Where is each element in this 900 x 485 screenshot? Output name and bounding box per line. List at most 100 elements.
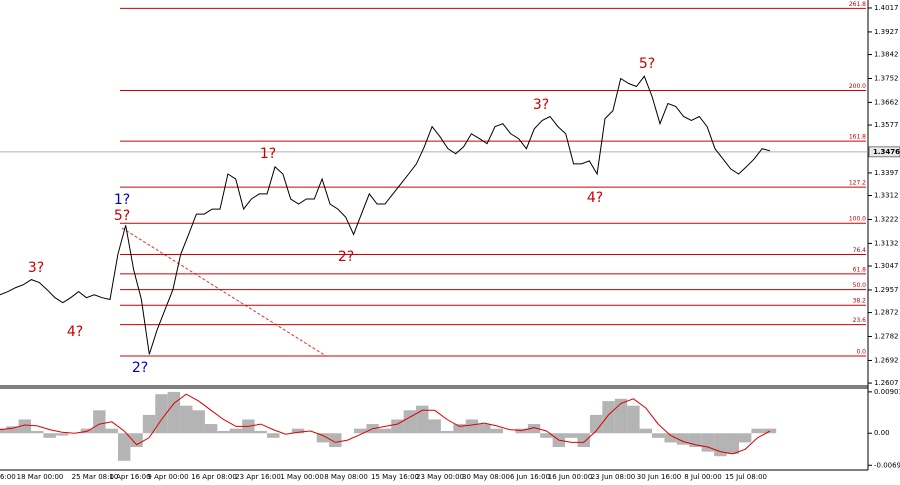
- last-price-box: [868, 146, 900, 158]
- y-tick-label: 0.00: [874, 429, 890, 437]
- y-tick-label: 1.3132: [874, 239, 899, 247]
- x-tick-label: 16 Jun 00:00: [548, 473, 592, 481]
- histogram-bar: [627, 405, 640, 434]
- x-tick-label: 23 Jun 08:00: [591, 473, 635, 481]
- histogram-bar: [18, 419, 32, 434]
- histogram-bar: [614, 398, 628, 434]
- histogram-bar: [353, 428, 367, 434]
- signal-line: [0, 393, 771, 455]
- histogram-bar: [453, 424, 466, 434]
- x-tick-label: 1 Apr 16:00: [109, 473, 150, 481]
- x-tick-label: 25 Mar 08:00: [72, 473, 119, 481]
- x-tick-label: 6:00: [0, 473, 16, 481]
- y-tick-label: 1.3662: [874, 98, 899, 106]
- histogram-bar: [378, 428, 392, 434]
- histogram-bar: [142, 414, 156, 434]
- x-tick-label: 9 Apr 00:00: [147, 473, 188, 481]
- x-tick-label: 8 May 08:00: [324, 473, 368, 481]
- histogram-bar: [565, 433, 578, 438]
- x-tick-label: 30 May 08:00: [462, 473, 510, 481]
- histogram-bar: [440, 430, 454, 434]
- histogram-bar: [105, 428, 118, 434]
- histogram-bar: [652, 433, 665, 438]
- histogram-bar: [291, 428, 305, 434]
- x-tick-label: 16 Apr 08:00: [191, 473, 237, 481]
- histogram-bar: [254, 430, 268, 434]
- price-line: [0, 75, 771, 355]
- histogram-bar: [751, 428, 764, 434]
- wave-label: 1?: [114, 192, 130, 208]
- fib-label: 38.2: [853, 298, 867, 305]
- wave-label: 3?: [533, 97, 549, 113]
- x-tick-label: 30 Jun 16:00: [637, 473, 681, 481]
- histogram-bar: [763, 428, 777, 434]
- histogram-bar: [403, 410, 417, 434]
- histogram-bar: [428, 419, 441, 434]
- y-tick-label: 1.3577: [874, 121, 899, 129]
- fib-label: 23.6: [853, 317, 867, 324]
- histogram-bar: [204, 424, 218, 434]
- histogram-bar: [527, 424, 541, 434]
- x-tick-label: 23 May 00:00: [416, 473, 464, 481]
- histogram-bar: [43, 433, 56, 438]
- y-tick-label: 1.2692: [874, 356, 899, 364]
- wave-label: 2?: [132, 360, 148, 376]
- x-tick-label: 6 Jun 16:00: [510, 473, 550, 481]
- fib-label: 61.8: [853, 266, 867, 273]
- histogram-bar: [180, 405, 193, 434]
- histogram-bar: [726, 433, 739, 454]
- wave-label: 3?: [28, 260, 44, 276]
- wave-label: 2?: [338, 249, 354, 265]
- histogram-bar: [577, 433, 590, 448]
- wave-label: 4?: [587, 190, 603, 206]
- histogram-bar: [602, 401, 615, 434]
- x-tick-label: 15 Jul 08:00: [725, 473, 767, 481]
- fib-label: 100.0: [849, 216, 866, 223]
- fib-label: 76.4: [853, 247, 867, 254]
- histogram-bar: [676, 433, 690, 445]
- histogram-bar: [130, 433, 143, 448]
- histogram-bar: [192, 410, 205, 434]
- histogram-bar: [478, 424, 491, 434]
- y-tick-label: 1.3312: [874, 192, 899, 200]
- histogram-bar: [664, 433, 677, 443]
- fib-label: 261.8: [849, 1, 866, 8]
- histogram-bar: [639, 428, 653, 434]
- wave-label: 5?: [639, 56, 655, 72]
- histogram-bar: [701, 433, 715, 452]
- last-price-label: 1.3476: [873, 148, 900, 156]
- histogram-bar: [465, 419, 479, 434]
- x-tick-label: 18 Mar 00:00: [17, 473, 64, 481]
- fib-label: 161.8: [849, 134, 866, 141]
- fib-label: 200.0: [849, 83, 866, 90]
- y-tick-label: 1.2957: [874, 286, 899, 294]
- x-tick-label: 1 May 00:00: [280, 473, 324, 481]
- histogram-bar: [540, 433, 553, 438]
- histogram-bar: [589, 414, 603, 434]
- histogram-bar: [738, 433, 752, 443]
- y-tick-label: 1.2782: [874, 333, 899, 341]
- y-tick-label: 1.4017: [874, 4, 899, 12]
- x-tick-label: 8 Jul 00:00: [684, 473, 722, 481]
- fib-label: 127.2: [849, 180, 866, 187]
- y-tick-label: 1.3222: [874, 215, 899, 223]
- histogram-bar: [6, 426, 19, 434]
- histogram-bar: [316, 433, 330, 443]
- fib-label: 0.0: [856, 348, 866, 355]
- histogram-bar: [167, 391, 181, 434]
- trend-line: [121, 227, 327, 357]
- histogram-bar: [93, 410, 106, 434]
- histogram-bar: [229, 428, 243, 434]
- y-tick-label: 1.3927: [874, 28, 899, 36]
- histogram-bar: [329, 433, 342, 448]
- histogram-bar: [31, 430, 44, 434]
- histogram-bar: [0, 428, 7, 434]
- histogram-bar: [217, 430, 230, 434]
- y-tick-label: -0.00697: [874, 461, 900, 469]
- histogram-bar: [267, 433, 280, 438]
- fib-label: 50.0: [853, 282, 867, 289]
- y-tick-label: 0.00901: [874, 388, 900, 396]
- y-tick-label: 1.2872: [874, 309, 899, 317]
- y-tick-label: 1.3752: [874, 74, 899, 82]
